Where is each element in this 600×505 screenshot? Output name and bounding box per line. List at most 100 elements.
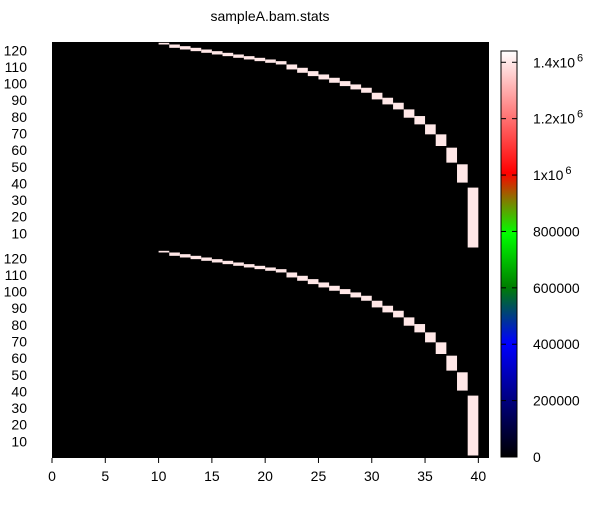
colorbar (500, 50, 518, 458)
colorbar-tick-label: 600000 (533, 280, 580, 296)
heatmap-cell (361, 295, 372, 301)
heatmap-cell (414, 116, 426, 125)
heatmap-cell (275, 61, 287, 65)
heatmap-cell (318, 74, 330, 80)
y-tick-label: 70 (11, 334, 27, 350)
heatmap-cell (233, 54, 244, 58)
y-tick-label: 80 (11, 317, 27, 333)
colorbar-tick-label: 1x10 (533, 167, 564, 183)
heatmap-cell (403, 317, 415, 326)
heatmap-cell (435, 342, 447, 354)
heatmap-cell (265, 59, 276, 63)
heatmap-cell (307, 279, 319, 285)
heatmap-cell (329, 285, 340, 291)
heatmap-cell (393, 310, 404, 318)
heatmap-cell (179, 254, 191, 258)
x-tick-label: 30 (364, 468, 380, 484)
heatmap-cell (211, 259, 223, 263)
heatmap-cell (190, 47, 202, 52)
heatmap-cell (403, 109, 415, 118)
heatmap-cell (457, 372, 468, 391)
colorbar-tick-exponent: 6 (577, 52, 583, 64)
colorbar-tick-label: 1.2x10 (533, 111, 575, 127)
x-tick-label: 15 (204, 468, 220, 484)
heatmap-cell (211, 51, 223, 55)
colorbar-tick-label: 200000 (533, 393, 580, 409)
y-tick-label: 110 (5, 267, 28, 283)
heatmap-cell (275, 269, 287, 273)
heatmap-cell (382, 97, 394, 105)
y-tick-label: 90 (11, 92, 27, 108)
heatmap-cell (393, 102, 404, 110)
heatmap-cell (158, 250, 170, 253)
y-tick-label: 10 (11, 225, 27, 241)
heatmap-cell (414, 324, 426, 333)
x-tick-label: 40 (471, 468, 487, 484)
heatmap-cell (179, 46, 191, 50)
heatmap-cell (446, 147, 458, 163)
x-tick-label: 5 (101, 468, 109, 484)
x-tick-label: 0 (48, 468, 56, 484)
heatmap-cell (446, 355, 458, 371)
y-tick-label: 120 (4, 250, 28, 266)
y-tick-label: 110 (5, 59, 28, 75)
colorbar-tick-label: 0 (533, 449, 541, 465)
y-tick-label: 30 (11, 192, 27, 208)
heatmap-cell (254, 265, 266, 270)
heatmap-cell (339, 81, 351, 87)
heatmap-cell (243, 264, 255, 268)
x-tick-label: 10 (151, 468, 167, 484)
heatmap-cell (243, 56, 255, 60)
y-tick-label: 40 (11, 383, 27, 399)
colorbar-tick-label: 800000 (533, 223, 580, 239)
y-tick-label: 20 (11, 209, 27, 225)
heatmap-cell (318, 282, 330, 288)
y-tick-label: 30 (11, 400, 27, 416)
y-tick-label: 20 (11, 417, 27, 433)
y-tick-label: 120 (4, 42, 28, 58)
y-tick-label: 10 (11, 433, 27, 449)
y-tick-label: 100 (4, 76, 28, 92)
heatmap-cell (158, 42, 170, 45)
heatmap-cell (286, 64, 298, 70)
y-tick-label: 90 (11, 300, 27, 316)
heatmap-cell (233, 262, 244, 266)
y-tick-label: 50 (11, 367, 27, 383)
heatmap-cell (467, 187, 479, 248)
heatmap-cell (222, 52, 234, 57)
heatmap-cell (467, 395, 479, 456)
heatmap-cell (297, 67, 308, 73)
y-tick-label: 60 (11, 350, 27, 366)
heatmap-cell (457, 164, 468, 183)
heatmap-cell (350, 292, 362, 298)
heatmap-cell (201, 257, 212, 261)
heatmap-cell (265, 267, 276, 271)
colorbar-tick-label: 400000 (533, 336, 580, 352)
heatmap-cell (190, 255, 202, 260)
heatmap-cell (329, 77, 340, 83)
heatmap-cell (350, 84, 362, 90)
y-tick-label: 100 (4, 284, 28, 300)
colorbar-tick-exponent: 6 (565, 165, 571, 177)
heatmap-cell (425, 124, 436, 135)
heatmap-cell (307, 71, 319, 77)
colorbar-tick-exponent: 6 (577, 109, 583, 121)
heatmap-cell (222, 260, 234, 265)
x-tick-label: 25 (311, 468, 327, 484)
heatmap-cell (169, 252, 180, 256)
heatmap-cell (201, 49, 212, 53)
heatmap-cell (254, 57, 266, 62)
colorbar-tick-label: 1.4x10 (533, 54, 575, 70)
heatmap-cell (371, 300, 383, 308)
y-tick-label: 60 (11, 142, 27, 158)
heatmap-cell (339, 289, 351, 295)
heatmap-cell (169, 44, 180, 48)
heatmap-cell (297, 275, 308, 281)
y-tick-label: 40 (11, 175, 27, 191)
heatmap-cell (382, 305, 394, 313)
y-tick-label: 50 (11, 159, 27, 175)
heatmap-cell (371, 92, 383, 100)
heatmap-cell (435, 134, 447, 146)
